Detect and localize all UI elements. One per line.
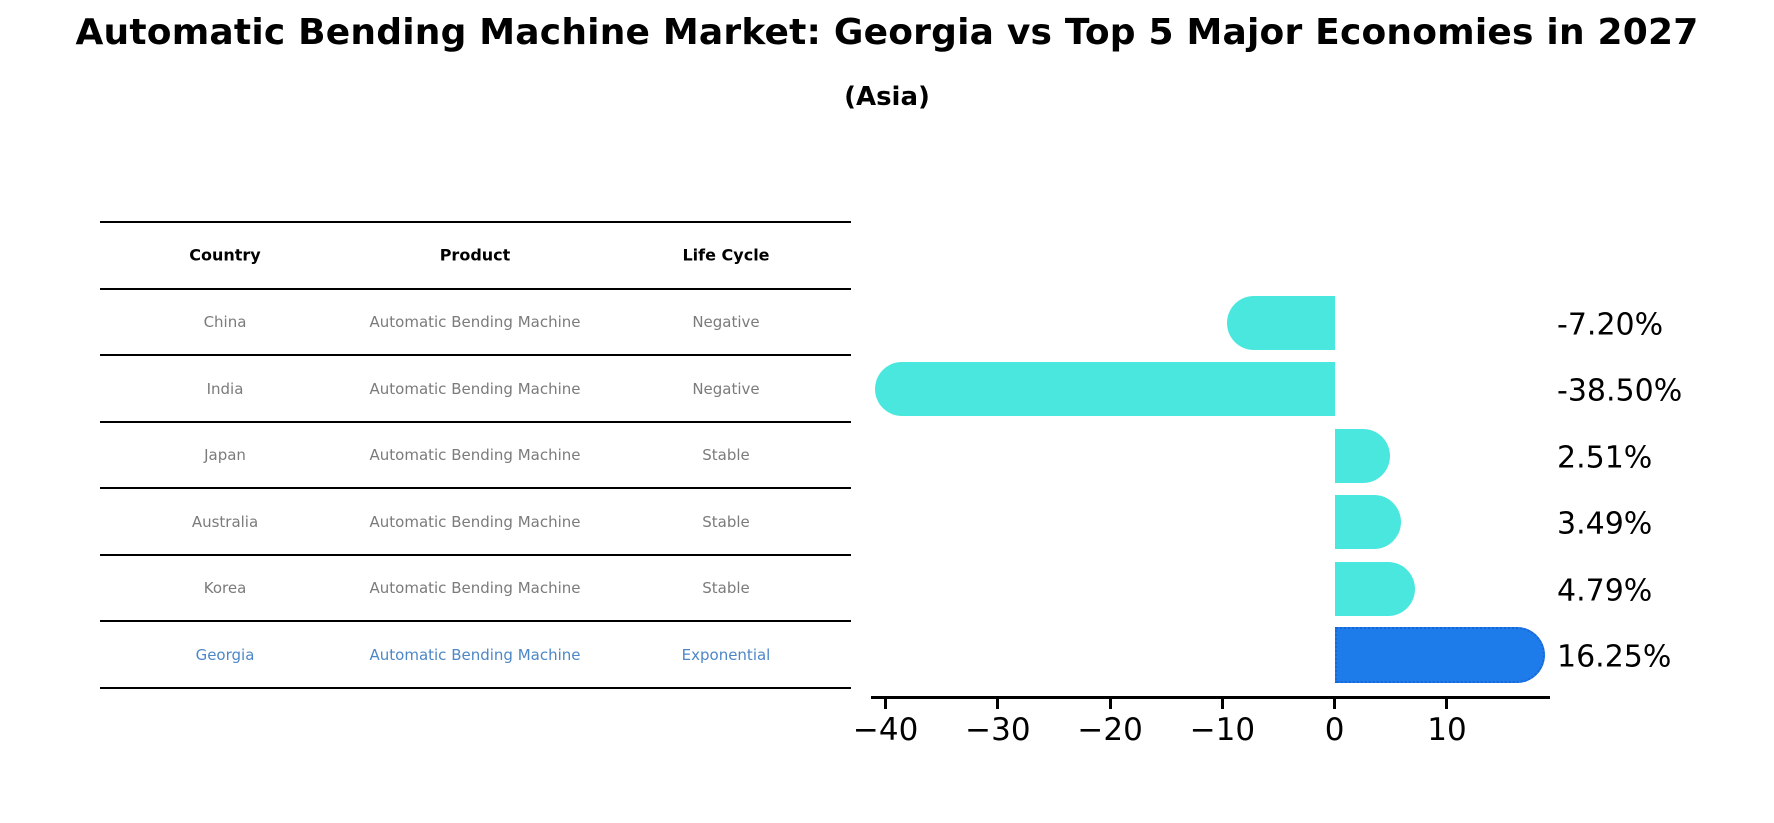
bar-india <box>875 362 1335 416</box>
value-label-georgia: 16.25% <box>1557 639 1672 675</box>
x-axis-tick <box>996 699 1000 709</box>
country-cell: Japan <box>204 446 246 464</box>
table-rule <box>100 487 851 489</box>
x-axis-tick-label: 0 <box>1324 712 1345 748</box>
x-axis-tick <box>1445 699 1449 709</box>
product-cell: Automatic Bending Machine <box>369 645 581 664</box>
value-label-australia: 3.49% <box>1557 506 1653 542</box>
x-axis-tick <box>884 699 888 709</box>
life-cycle-cell: Stable <box>702 512 750 531</box>
value-label-japan: 2.51% <box>1557 440 1653 475</box>
x-axis-tick <box>1108 699 1112 709</box>
chart-subtitle: (Asia) <box>844 82 930 112</box>
chart-title: Automatic Bending Machine Market: Georgi… <box>75 12 1699 53</box>
country-cell: Korea <box>203 579 247 597</box>
x-axis-tick-label: −40 <box>852 712 919 748</box>
product-cell: Automatic Bending Machine <box>369 512 581 531</box>
x-axis-tick-label: −20 <box>1077 712 1143 748</box>
country-cell: Georgia <box>195 645 255 664</box>
bar-australia <box>1334 495 1401 549</box>
table-rule <box>100 687 851 689</box>
life-cycle-cell: Negative <box>692 313 760 331</box>
x-axis-tick <box>1220 699 1224 709</box>
country-cell: China <box>203 313 247 331</box>
bar-georgia <box>1334 627 1546 683</box>
country-cell: India <box>206 379 244 398</box>
life-cycle-cell: Negative <box>692 379 760 398</box>
x-axis-tick <box>1333 699 1337 709</box>
life-cycle-cell: Stable <box>702 579 750 597</box>
summary-table: Country Product Life Cycle China Automat… <box>100 0 851 700</box>
column-header-country: Country <box>189 245 261 265</box>
x-axis-line <box>871 696 1550 699</box>
life-cycle-cell: Exponential <box>681 645 771 664</box>
table-rule <box>100 554 851 556</box>
value-label-korea: 4.79% <box>1557 573 1653 608</box>
table-rule <box>100 288 851 290</box>
x-axis-tick-label: 10 <box>1427 712 1467 748</box>
column-header-life-cycle: Life Cycle <box>682 245 770 265</box>
table-rule <box>100 221 851 223</box>
life-cycle-cell: Stable <box>702 446 750 464</box>
bar-china <box>1226 295 1335 350</box>
table-rule <box>100 421 851 423</box>
product-cell: Automatic Bending Machine <box>369 579 581 597</box>
product-cell: Automatic Bending Machine <box>369 446 581 464</box>
bar-korea <box>1334 561 1416 616</box>
x-axis-tick-label: −10 <box>1189 712 1256 748</box>
product-cell: Automatic Bending Machine <box>369 313 581 331</box>
table-rule <box>100 620 851 622</box>
column-header-product: Product <box>439 245 511 265</box>
country-cell: Australia <box>191 512 259 531</box>
value-label-india: -38.50% <box>1557 373 1683 409</box>
x-axis-tick-label: −30 <box>965 712 1031 748</box>
bar-japan <box>1334 428 1390 483</box>
product-cell: Automatic Bending Machine <box>369 379 581 398</box>
table-rule <box>100 354 851 356</box>
value-label-china: -7.20% <box>1557 307 1664 342</box>
